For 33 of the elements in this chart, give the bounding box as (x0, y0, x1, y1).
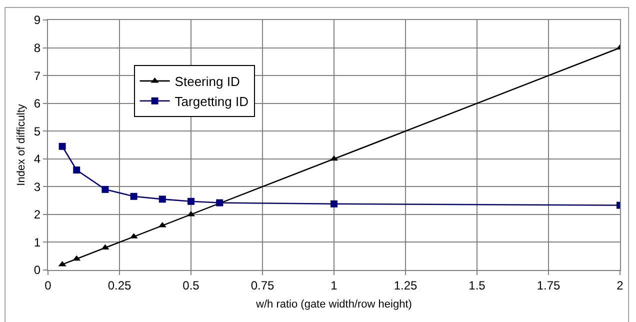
y-tick-label: 8 (34, 40, 41, 55)
y-tick-label: 5 (34, 124, 41, 138)
point (158, 196, 166, 203)
point (58, 260, 66, 266)
y-tick-label: 1 (34, 235, 41, 250)
point (101, 244, 110, 250)
x-tick-label: 1.25 (394, 278, 418, 292)
y-tick-label: 0 (34, 263, 41, 278)
point (102, 186, 109, 193)
x-tick-label: 0.5 (182, 278, 200, 292)
x-tick-label: 1 (330, 278, 338, 292)
y-tick-label: 4 (34, 152, 41, 166)
x-tick-label: 0.25 (108, 278, 132, 292)
point (73, 166, 80, 174)
x-tick-label: 1.5 (468, 278, 486, 292)
legend-label: Steering ID (174, 74, 240, 90)
y-tick-label: 9 (34, 13, 41, 28)
x-tick-label: 0 (44, 278, 52, 292)
point (130, 192, 138, 200)
x-tick-label: 2 (616, 278, 624, 292)
x-tick-label: 1.75 (536, 278, 560, 292)
point (330, 200, 338, 208)
x-tick-label: 0.75 (250, 278, 274, 292)
y-tick-label: 6 (34, 96, 41, 111)
y-tick-label: 7 (34, 68, 41, 83)
y-axis-title: Index of difficulty (16, 104, 28, 186)
x-axis-title: w/h ratio (gate width/row height) (255, 298, 412, 311)
point (72, 255, 81, 261)
point (188, 198, 194, 205)
point (58, 142, 66, 150)
y-tick-label: 2 (34, 208, 41, 222)
legend-label: Targetting ID (174, 94, 249, 109)
y-tick-label: 3 (34, 180, 41, 194)
